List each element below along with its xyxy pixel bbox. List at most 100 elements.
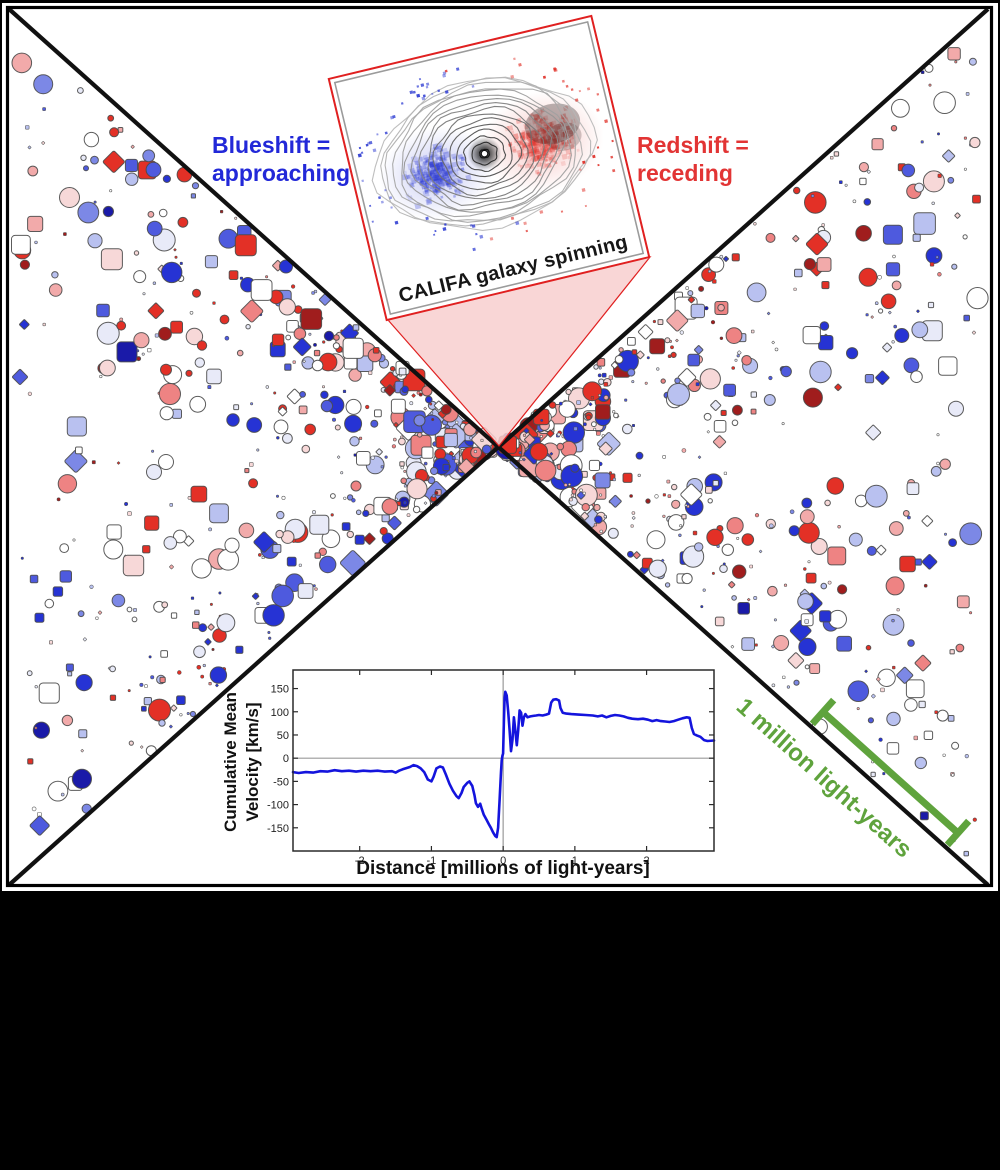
scatter-marker — [819, 321, 830, 331]
scatter-marker — [431, 494, 436, 498]
scatter-marker — [931, 201, 935, 206]
scatter-marker — [83, 131, 100, 148]
scatter-marker — [737, 602, 751, 615]
scatter-marker — [44, 598, 55, 609]
scatter-marker — [90, 155, 99, 165]
scatter-marker — [220, 210, 224, 214]
scatter-marker — [116, 341, 138, 363]
scatter-marker — [712, 279, 717, 284]
scatter-marker — [77, 201, 100, 224]
scalebar-bracket — [809, 697, 972, 848]
chart-xlabel: Distance [millions of light-years] — [356, 858, 650, 879]
scatter-marker — [212, 301, 216, 305]
scatter-marker — [629, 494, 633, 498]
scatter-marker — [234, 216, 238, 220]
scatter-marker — [209, 602, 213, 606]
scatter-marker — [42, 107, 46, 111]
scatter-marker — [920, 70, 925, 75]
scatter-marker — [875, 544, 887, 556]
scatter-marker — [362, 509, 370, 518]
scatter-marker — [159, 406, 174, 421]
scatter-marker — [888, 310, 892, 315]
scatter-marker — [370, 419, 379, 428]
scatter-marker — [423, 461, 428, 466]
scatter-marker — [681, 572, 693, 585]
scatter-marker — [139, 745, 144, 749]
scatter-marker — [753, 595, 758, 600]
scatter-marker — [356, 451, 371, 466]
scatter-marker — [261, 555, 265, 559]
scatter-marker — [912, 233, 921, 242]
scatter-marker — [969, 611, 973, 615]
scatter-marker — [754, 513, 760, 518]
scatter-marker — [766, 311, 771, 316]
scatter-marker — [690, 303, 705, 319]
scatter-marker — [876, 676, 881, 682]
scatter-marker — [570, 463, 580, 473]
scatter-marker — [346, 530, 354, 539]
scatter-marker — [109, 665, 116, 673]
inset-inner-border — [333, 20, 645, 316]
scatter-marker — [803, 258, 817, 271]
scatter-marker — [657, 319, 664, 326]
scatter-marker — [421, 385, 433, 397]
scatter-marker — [375, 448, 383, 456]
scatter-marker — [591, 421, 597, 428]
scatter-marker — [217, 548, 240, 571]
scatter-marker — [423, 406, 427, 411]
scatter-marker — [262, 604, 285, 627]
scatter-marker — [311, 291, 315, 295]
scatter-marker — [522, 433, 527, 437]
scatter-marker — [771, 683, 776, 688]
scatter-marker — [300, 308, 323, 330]
scatter-marker — [599, 529, 603, 534]
scatter-marker — [624, 398, 628, 402]
scatter-marker — [107, 114, 115, 122]
scatter-marker — [161, 601, 169, 609]
scatter-marker — [664, 582, 671, 588]
scatter-marker — [177, 216, 189, 228]
scatter-marker — [674, 377, 681, 384]
scatter-marker — [100, 248, 123, 271]
scatter-marker — [923, 730, 934, 740]
scatter-marker — [443, 432, 458, 448]
scatter-marker — [771, 340, 775, 345]
scatter-marker — [838, 180, 843, 184]
scatter-marker — [394, 497, 399, 501]
chart-ytick-label: 150 — [271, 684, 289, 696]
scatter-marker — [786, 685, 791, 689]
scatter-marker — [736, 354, 740, 358]
scatter-marker — [890, 125, 898, 132]
scatter-marker — [966, 287, 989, 310]
scatter-marker — [131, 616, 138, 623]
scatter-marker — [218, 591, 222, 595]
scatter-marker — [820, 582, 828, 590]
scatter-marker — [638, 324, 654, 340]
scatter-marker — [109, 694, 117, 701]
scatter-marker — [142, 545, 151, 554]
scatter-marker — [722, 255, 730, 262]
scatter-marker — [398, 437, 406, 446]
scatter-marker — [42, 322, 46, 327]
scatter-marker — [161, 261, 183, 284]
scatter-marker — [59, 543, 70, 553]
scatter-marker — [936, 433, 940, 437]
scatter-marker — [723, 471, 727, 475]
scatter-marker — [250, 279, 273, 301]
scatter-marker — [846, 347, 859, 360]
scatter-marker — [631, 423, 635, 427]
scatter-marker — [228, 270, 239, 280]
scatter-marker — [313, 342, 317, 347]
scatter-marker — [170, 612, 178, 619]
scatter-marker — [703, 412, 712, 421]
scatter-marker — [697, 455, 702, 459]
scatter-marker — [273, 419, 289, 435]
scatter-marker — [864, 374, 875, 384]
scatter-marker — [406, 513, 411, 518]
scatter-marker — [71, 768, 93, 790]
chart-ticks: -2 -1 0 1 2 150 100 50 0 -50 -100 -150 — [267, 670, 714, 867]
scatter-marker — [185, 327, 204, 346]
scatter-marker — [687, 296, 696, 304]
scatter-marker — [27, 215, 44, 232]
scatter-marker — [891, 98, 910, 118]
